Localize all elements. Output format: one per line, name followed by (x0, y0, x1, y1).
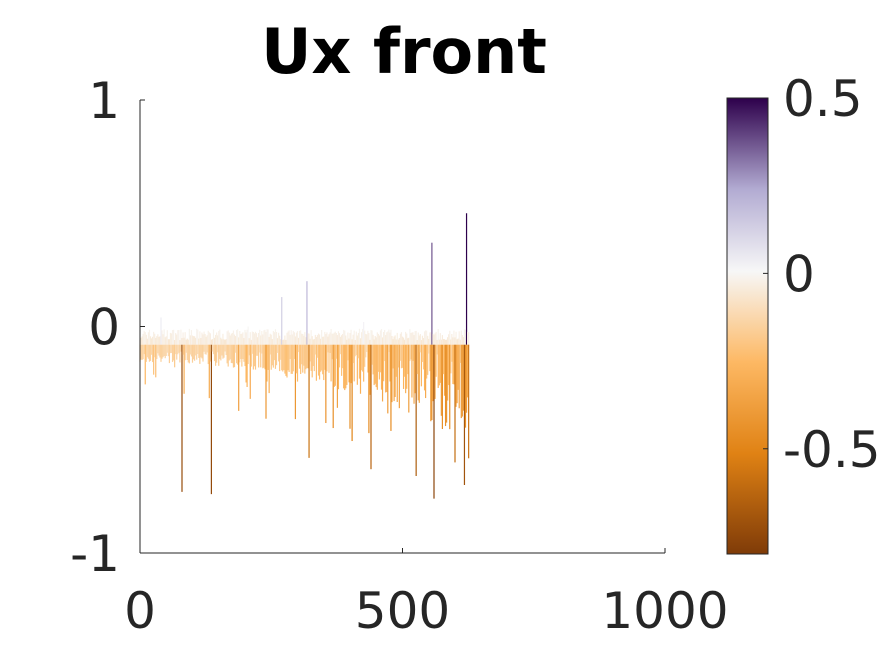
colorbar-tick-label: -0.5 (783, 421, 881, 479)
y-tick-label: -1 (70, 525, 120, 583)
x-tick-label: 1000 (601, 582, 728, 640)
y-tick-label: 1 (88, 72, 120, 130)
x-tick-label: 0 (124, 582, 156, 640)
y-tick-label: 0 (88, 299, 120, 357)
chart-title: Ux front (261, 15, 547, 88)
colorbar-tick-label: 0.5 (783, 70, 863, 128)
colorbar-ticks: -0.5 0 0.5 (763, 70, 881, 479)
colorbar-tick-label: 0 (783, 245, 815, 303)
x-tick-label: 500 (355, 582, 450, 640)
plot-area (140, 213, 469, 498)
colorbar (727, 98, 768, 554)
